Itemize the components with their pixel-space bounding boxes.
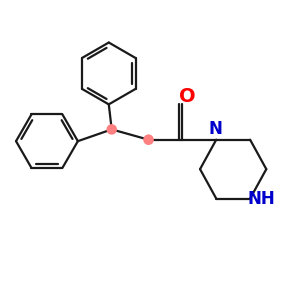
Circle shape — [106, 124, 117, 135]
Text: O: O — [179, 87, 196, 106]
Text: NH: NH — [248, 190, 275, 208]
Circle shape — [143, 134, 154, 145]
Text: N: N — [209, 119, 223, 137]
